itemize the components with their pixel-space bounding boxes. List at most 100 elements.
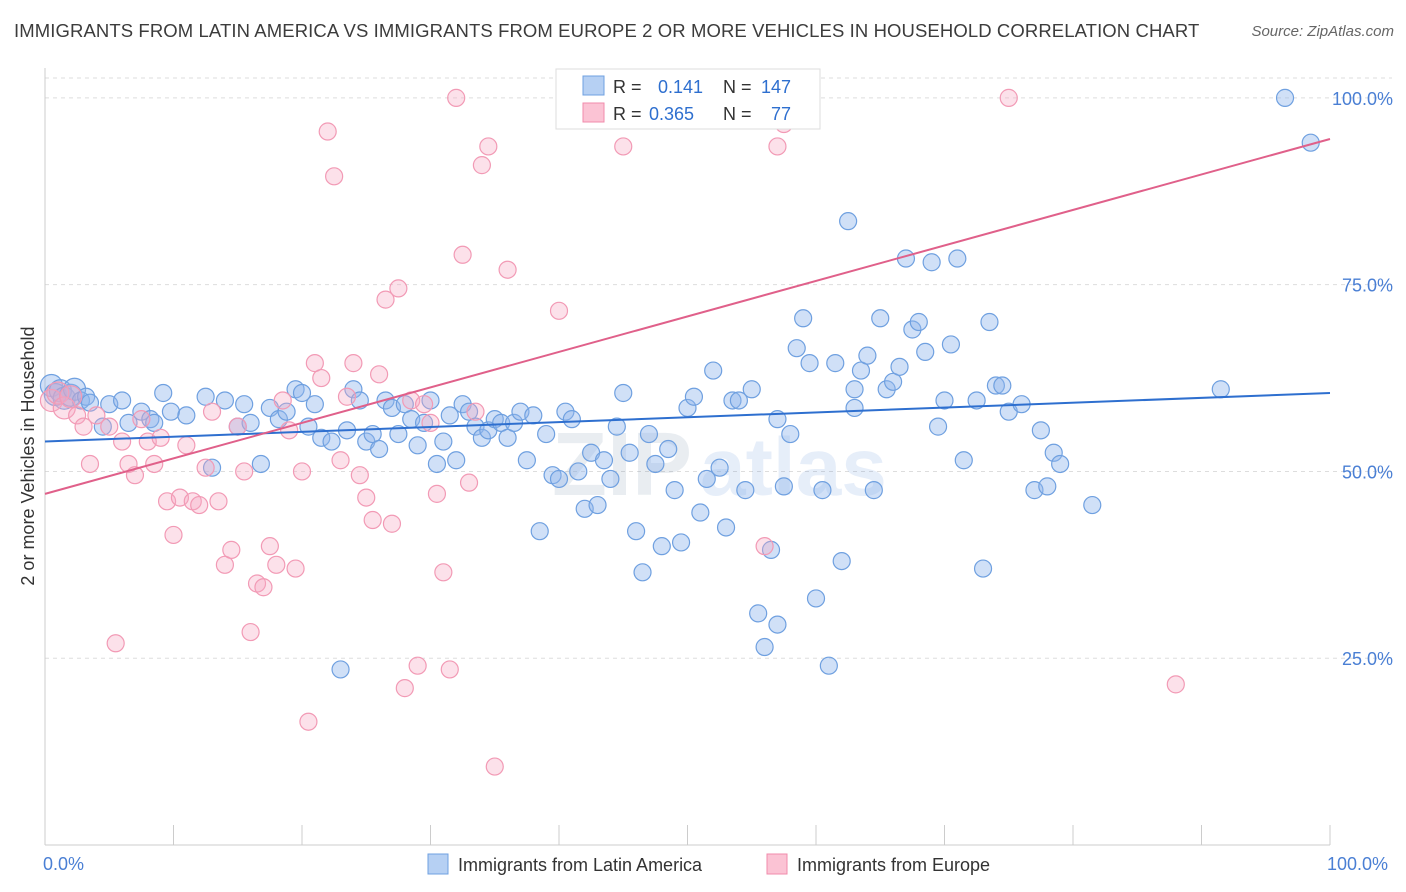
point-europe-24 (202, 402, 222, 421)
point-latin-america-57 (472, 428, 491, 447)
point-latin-america-131 (954, 451, 973, 470)
point-latin-america-77 (601, 469, 620, 489)
point-europe-34 (267, 555, 286, 574)
point-europe-32 (254, 578, 273, 597)
point-europe-35 (273, 391, 292, 410)
point-latin-america-146 (1275, 88, 1295, 107)
point-latin-america-53 (447, 451, 466, 470)
y-axis-label: 2 or more Vehicles in Household (18, 326, 38, 585)
point-latin-america-126 (916, 342, 935, 362)
bottom-legend-label-europe: Immigrants from Europe (797, 855, 990, 875)
point-europe-3 (59, 385, 83, 409)
point-latin-america-125 (909, 312, 928, 332)
point-latin-america-95 (716, 518, 736, 537)
point-europe-56 (408, 656, 427, 675)
point-latin-america-145 (1211, 380, 1230, 399)
point-europe-1 (46, 381, 70, 405)
point-latin-america-37 (344, 380, 363, 399)
point-latin-america-93 (704, 361, 723, 380)
point-latin-america-129 (941, 335, 961, 354)
point-latin-america-115 (845, 380, 864, 399)
point-latin-america-119 (871, 309, 890, 328)
point-europe-60 (434, 563, 453, 582)
point-latin-america-81 (626, 522, 646, 541)
point-latin-america-107 (794, 309, 813, 328)
point-latin-america-98 (736, 481, 755, 500)
series-latin-america (39, 88, 1320, 679)
point-europe-2 (52, 396, 76, 420)
point-latin-america-106 (787, 339, 806, 358)
point-latin-america-110 (813, 481, 832, 500)
point-europe-38 (292, 462, 312, 481)
point-europe-67 (479, 137, 498, 156)
point-latin-america-82 (633, 563, 652, 582)
point-europe-53 (389, 279, 408, 298)
point-latin-america-120 (877, 380, 896, 399)
point-europe-57 (414, 395, 434, 414)
point-europe-25 (209, 492, 228, 511)
point-europe-29 (235, 462, 254, 481)
point-europe-50 (370, 365, 389, 384)
point-europe-51 (376, 290, 395, 309)
x-ticks (44, 825, 1331, 845)
point-europe-4 (68, 406, 87, 425)
watermark: ZIP atlas (552, 415, 887, 515)
point-latin-america-44 (389, 424, 408, 444)
bottom-legend: Immigrants from Latin America Immigrants… (427, 853, 990, 875)
point-latin-america-35 (331, 660, 350, 679)
point-latin-america-65 (524, 406, 543, 425)
point-latin-america-117 (858, 346, 877, 365)
point-europe-74 (768, 137, 787, 156)
point-europe-27 (222, 540, 241, 559)
point-europe-58 (421, 413, 440, 432)
point-latin-america-70 (556, 402, 575, 421)
point-latin-america-78 (607, 417, 626, 436)
point-europe-41 (312, 368, 331, 388)
point-latin-america-109 (806, 589, 826, 608)
point-latin-america-69 (549, 469, 569, 489)
x-tick-label-max: 100.0% (1327, 854, 1388, 874)
point-europe-69 (498, 260, 517, 279)
point-europe-42 (318, 122, 337, 141)
point-europe-70 (549, 301, 569, 320)
point-latin-america-85 (652, 537, 671, 556)
point-latin-america-71 (562, 410, 581, 429)
point-latin-america-143 (1051, 454, 1070, 474)
point-latin-america-100 (749, 604, 768, 623)
point-latin-america-27 (269, 410, 288, 429)
watermark-atlas: atlas (700, 422, 887, 513)
point-europe-5 (74, 417, 93, 436)
point-europe-23 (196, 458, 215, 477)
point-europe-65 (466, 402, 485, 421)
y-tick-labels: 25.0% 50.0% 75.0% 100.0% (1332, 89, 1393, 669)
point-europe-20 (177, 436, 196, 455)
point-latin-america-114 (839, 212, 858, 231)
point-latin-america-113 (832, 551, 851, 571)
point-latin-america-80 (620, 443, 639, 462)
point-europe-6 (80, 454, 100, 474)
point-europe-44 (331, 451, 350, 470)
point-europe-54 (395, 679, 414, 698)
point-europe-22 (190, 495, 209, 515)
point-latin-america-148 (928, 417, 948, 436)
trendline-latin-america (44, 391, 1331, 443)
point-europe-7 (87, 406, 106, 425)
watermark-zip: ZIP (552, 415, 692, 515)
point-latin-america-86 (659, 439, 678, 459)
point-latin-america-67 (537, 424, 556, 444)
point-europe-63 (453, 245, 472, 264)
point-latin-america-9 (93, 417, 112, 436)
point-europe-8 (100, 417, 119, 436)
point-latin-america-111 (819, 656, 838, 675)
legend-n-label-0: N = (723, 77, 752, 97)
point-latin-america-128 (935, 391, 954, 410)
point-latin-america-20 (202, 458, 222, 477)
point-latin-america-91 (691, 503, 710, 522)
point-latin-america-83 (639, 424, 659, 444)
point-latin-america-124 (903, 320, 922, 339)
point-latin-america-105 (781, 424, 800, 444)
point-latin-america-18 (177, 406, 196, 425)
point-europe-45 (337, 387, 357, 406)
point-latin-america-99 (742, 380, 761, 399)
